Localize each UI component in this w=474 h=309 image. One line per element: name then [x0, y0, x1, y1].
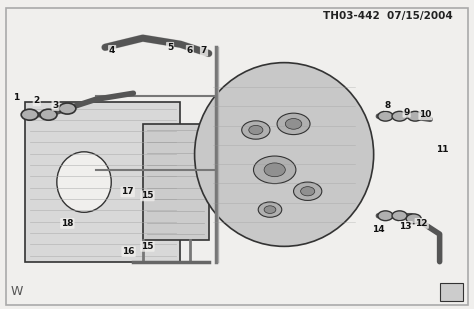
Text: 4: 4 [109, 46, 115, 55]
Text: 2: 2 [34, 96, 40, 105]
Circle shape [264, 163, 285, 177]
Text: 6: 6 [187, 46, 193, 55]
Circle shape [264, 206, 276, 214]
Text: 16: 16 [122, 247, 135, 256]
Circle shape [59, 103, 76, 114]
Circle shape [21, 109, 38, 120]
Circle shape [258, 202, 282, 217]
Circle shape [392, 211, 407, 221]
Text: 11: 11 [436, 146, 448, 154]
Text: 17: 17 [121, 187, 134, 196]
Text: TH03-442  07/15/2004: TH03-442 07/15/2004 [323, 11, 453, 21]
Circle shape [406, 214, 421, 224]
Circle shape [40, 109, 57, 120]
Circle shape [285, 119, 302, 129]
Ellipse shape [57, 152, 111, 212]
Text: 7: 7 [201, 46, 207, 56]
Text: 12: 12 [416, 219, 428, 228]
Text: 3: 3 [53, 101, 59, 110]
Text: 15: 15 [141, 191, 154, 200]
Circle shape [378, 111, 393, 121]
Text: 13: 13 [400, 222, 412, 231]
Circle shape [293, 182, 322, 201]
Text: 14: 14 [372, 225, 385, 234]
Text: W: W [11, 286, 23, 298]
Circle shape [392, 111, 407, 121]
Text: 5: 5 [167, 43, 173, 52]
FancyBboxPatch shape [439, 283, 463, 302]
Circle shape [242, 121, 270, 139]
Circle shape [408, 111, 423, 121]
Text: 8: 8 [385, 101, 391, 110]
Circle shape [301, 187, 315, 196]
Circle shape [249, 125, 263, 135]
Text: 18: 18 [61, 219, 73, 228]
Text: 15: 15 [141, 242, 154, 251]
Text: 1: 1 [13, 93, 19, 102]
Ellipse shape [195, 63, 374, 246]
Text: 10: 10 [419, 110, 432, 119]
Circle shape [378, 211, 393, 221]
FancyBboxPatch shape [25, 103, 181, 262]
Circle shape [254, 156, 296, 184]
Text: 9: 9 [403, 108, 410, 117]
FancyBboxPatch shape [143, 124, 209, 240]
Circle shape [277, 113, 310, 135]
